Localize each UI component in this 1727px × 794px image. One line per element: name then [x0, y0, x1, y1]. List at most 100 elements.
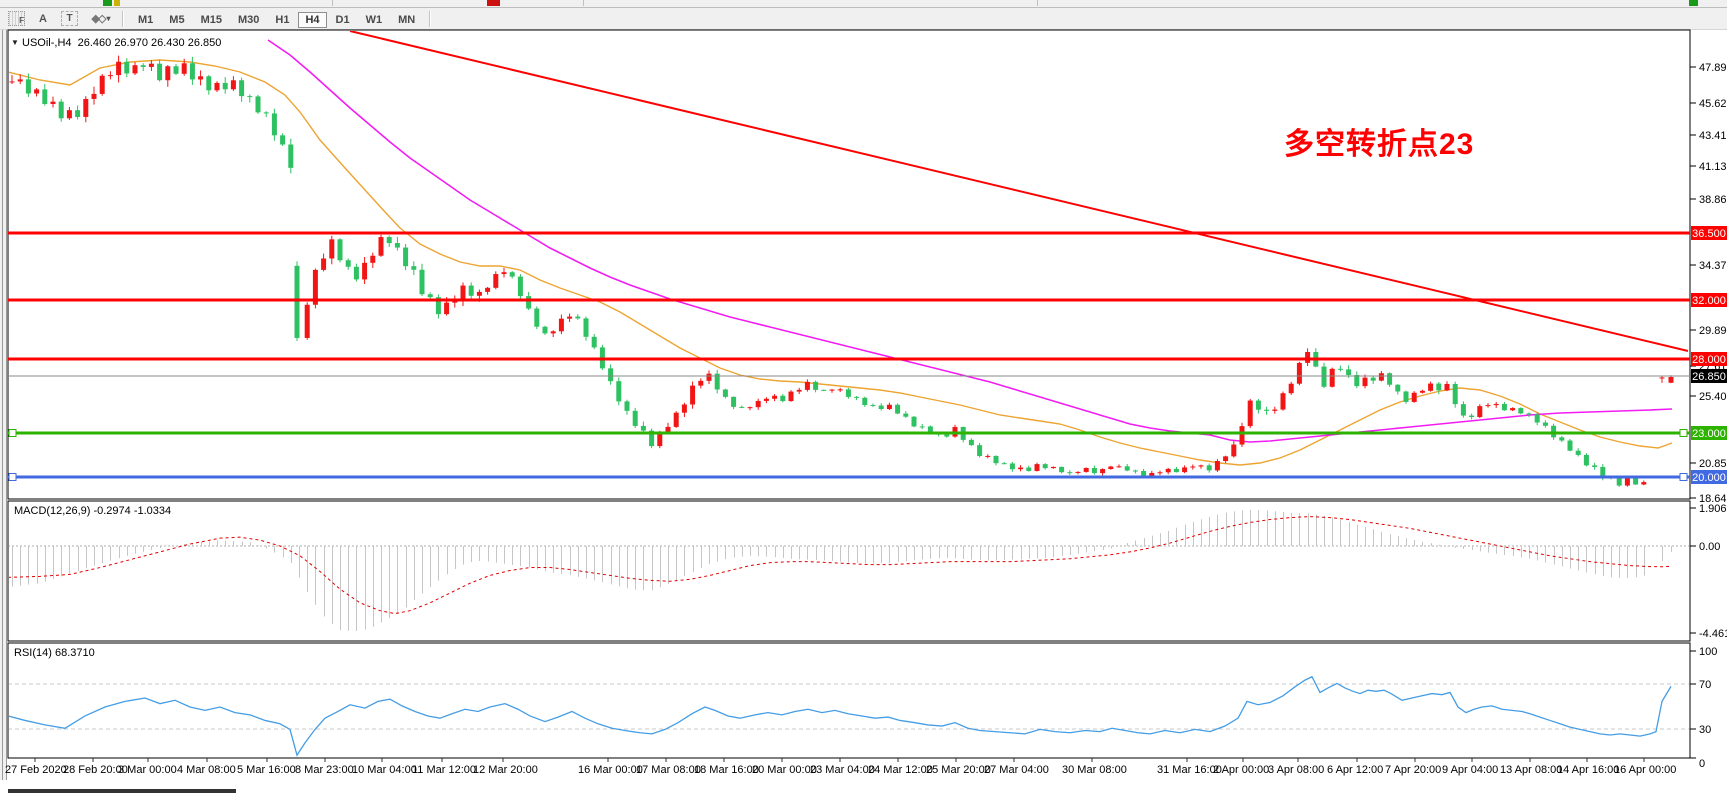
candle-body	[558, 318, 564, 332]
candle-body	[526, 296, 532, 309]
candle-body	[632, 410, 638, 426]
rsi-panel[interactable]	[7, 642, 1691, 759]
rsi-line	[9, 675, 1672, 757]
hline-handle[interactable]	[8, 429, 17, 437]
candle-body	[189, 63, 195, 80]
candle-body	[616, 381, 622, 402]
candle-body	[985, 455, 991, 457]
candle-body	[1280, 393, 1286, 410]
candle-body	[198, 76, 204, 80]
candle-body	[394, 243, 400, 248]
price-label: 41.135	[1699, 161, 1727, 173]
macd-axis-label: -4.4614	[1699, 628, 1727, 640]
candle-body	[239, 80, 245, 97]
candle-body	[419, 269, 425, 295]
candle-body	[1510, 408, 1516, 411]
candle-body	[1411, 392, 1417, 402]
rsi-axis-label: 70	[1699, 679, 1711, 691]
toolbar: F A T ◆◇ ▾ M1 M5 M15 M30 H1 H4 D1 W1 MN	[0, 8, 1727, 30]
price-badge-box	[1691, 226, 1727, 240]
candle-body	[1559, 437, 1565, 441]
candle-body	[1296, 362, 1302, 384]
price-badge-box	[1691, 470, 1727, 484]
candle-body	[739, 406, 745, 408]
arrange-objects-icon[interactable]: ◆◇ ▾	[86, 11, 116, 27]
candle-body	[1239, 426, 1245, 445]
time-label: 5 Mar 16:00	[237, 764, 296, 776]
candle-body	[460, 285, 466, 301]
chart-annotation-text[interactable]: 多空转折点23	[1284, 128, 1475, 161]
rsi-axis-label: 0	[1699, 758, 1705, 770]
time-label: 27 Feb 2020	[5, 764, 67, 776]
tf-button-M15[interactable]: M15	[200, 13, 222, 26]
candle-body	[1419, 390, 1425, 393]
rsi-axis-label: 100	[1699, 646, 1717, 658]
candle-body	[1668, 376, 1674, 383]
horizontal-scrollbar[interactable]	[8, 789, 236, 793]
price-label: 25.405	[1699, 391, 1727, 403]
candle-body	[509, 272, 515, 277]
sliver-green	[103, 0, 112, 6]
candle-body	[903, 413, 909, 417]
grid-icon-label: F	[19, 16, 24, 25]
macd-indicator-label: MACD(12,26,9) -0.2974 -1.0334	[14, 505, 172, 517]
candle-body	[1149, 472, 1155, 476]
candle-body	[854, 396, 860, 398]
hline-handle[interactable]	[1679, 473, 1688, 481]
symbol-dropdown-caret[interactable]: ▼	[11, 38, 19, 47]
candle-body	[845, 389, 851, 397]
candle-body	[690, 385, 696, 405]
price-label: 34.375	[1699, 260, 1727, 272]
candle-body	[1460, 404, 1466, 416]
candle-body	[772, 395, 778, 399]
time-label: 16 Mar 00:00	[578, 764, 643, 776]
price-label: 45.620	[1699, 98, 1727, 110]
candle-body	[517, 276, 523, 297]
candle-body	[353, 266, 359, 280]
main-chart-panel[interactable]	[7, 29, 1691, 500]
hline-handle[interactable]	[8, 473, 17, 481]
tf-button-W1[interactable]: W1	[365, 13, 383, 26]
candle-body	[944, 434, 950, 437]
candle-body	[575, 316, 581, 319]
macd-panel[interactable]	[7, 500, 1691, 642]
price-badge: 36.500	[1692, 228, 1726, 240]
candle-body	[1026, 467, 1032, 471]
candle-body	[468, 285, 474, 296]
candle-body	[731, 396, 737, 407]
tf-button-H4[interactable]: H4	[298, 11, 327, 28]
text-label-icon[interactable]: T	[61, 11, 78, 26]
candle-body	[1132, 470, 1138, 472]
candle-body	[247, 96, 253, 98]
candle-body	[591, 336, 597, 348]
candle-body	[747, 407, 753, 409]
candle-body	[370, 255, 376, 263]
candle-body	[829, 389, 835, 391]
candle-body	[804, 381, 810, 390]
time-label: 16 Apr 00:00	[1614, 764, 1676, 776]
candle-body	[649, 430, 655, 447]
candle-body	[140, 65, 146, 67]
tf-button-M30[interactable]: M30	[237, 13, 260, 26]
hline-handle[interactable]	[1679, 429, 1688, 437]
candle-body	[583, 318, 589, 337]
candle-body	[1100, 469, 1106, 474]
candle-body	[763, 398, 769, 401]
descending-trendline[interactable]	[349, 31, 1689, 352]
tf-button-M1[interactable]: M1	[138, 13, 154, 26]
candle-body	[1124, 466, 1130, 471]
tf-button-D1[interactable]: D1	[335, 13, 350, 26]
tf-button-H1[interactable]: H1	[275, 13, 290, 26]
ma-slow-line[interactable]	[267, 39, 1673, 443]
rsi-axis-label: 30	[1699, 724, 1711, 736]
tf-button-MN[interactable]: MN	[398, 13, 416, 26]
crosshair-grid-icon[interactable]: F	[8, 11, 25, 26]
candle-body	[312, 269, 318, 305]
candle-body	[181, 63, 187, 74]
candle-body	[698, 380, 704, 386]
tf-button-M5[interactable]: M5	[169, 13, 185, 26]
font-icon[interactable]: A	[39, 12, 47, 25]
candle-body	[1526, 413, 1532, 415]
